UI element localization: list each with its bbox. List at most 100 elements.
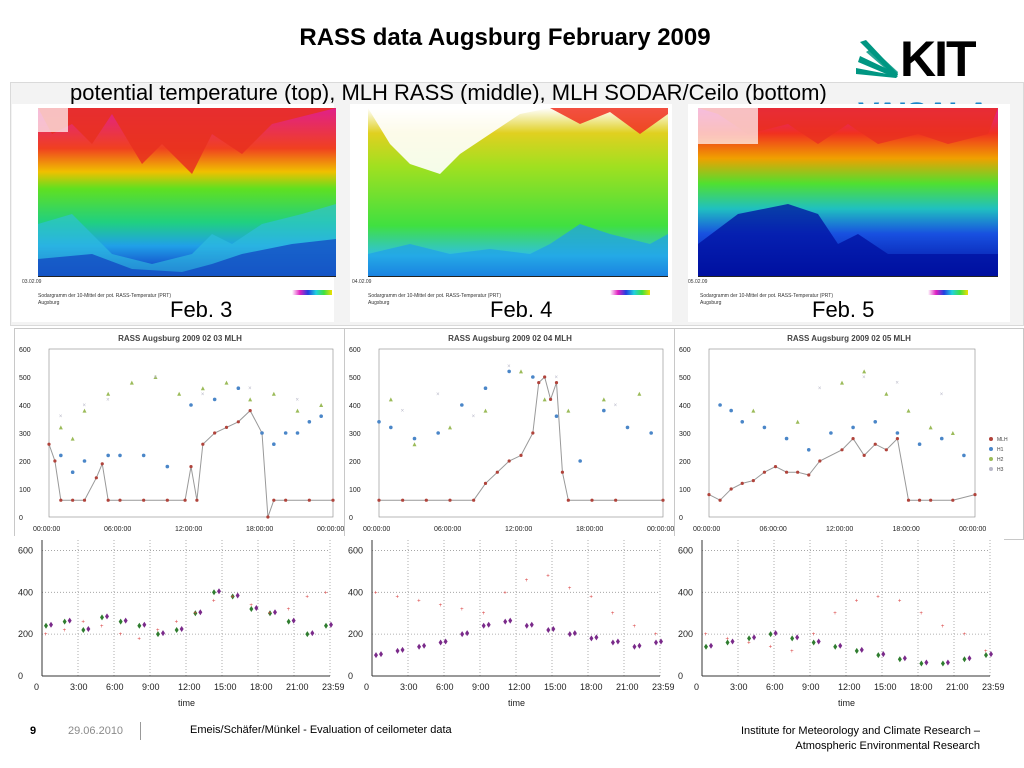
ceilo-point-red: + <box>137 636 141 642</box>
ceilo-point-b <box>198 609 203 616</box>
mlh-point-mlh <box>213 431 217 435</box>
footer-institute-line1: Institute for Meteorology and Climate Re… <box>740 725 980 737</box>
mlh-point-h2 <box>153 375 158 379</box>
ceilo-ytick-label: 600 <box>18 545 33 555</box>
ceilo-point-red: + <box>941 624 945 630</box>
mlh-point-h2 <box>295 408 300 413</box>
ceilo-point-a <box>286 618 291 625</box>
mlh-point-mlh <box>773 465 778 469</box>
mlh-point-h2 <box>637 391 642 396</box>
mlh-point-h2 <box>177 391 182 396</box>
mlh-point-h2 <box>248 397 253 402</box>
ceilo-plot-feb4: 0 3:00 6:00 9:00 12:00 15:00 18:00 21:00 23:59 60… <box>348 540 675 708</box>
mlh-point-mlh <box>840 448 844 452</box>
mlh-point-mlh <box>973 493 977 497</box>
mlh-point-mlh <box>543 375 547 379</box>
ceilo-point-b <box>615 638 620 645</box>
ceilo-xtick-label: 12:00 <box>508 682 531 692</box>
mlh-point-h3: × <box>940 392 944 398</box>
mlh-point-h1 <box>507 369 511 374</box>
ceilo-point-b <box>989 651 993 658</box>
mlh-point-h1 <box>212 397 217 402</box>
mlh-point-h2 <box>224 380 229 385</box>
ceilo-point-a <box>546 626 551 633</box>
mlh-legend-label: MLH <box>997 437 1008 443</box>
mlh-point-h1 <box>319 414 323 418</box>
ceilo-point-a <box>790 635 795 642</box>
ceilo-point-b <box>551 625 556 632</box>
ceilo-point-b <box>967 655 972 662</box>
mlh-point-h2 <box>862 369 867 374</box>
mlh-point-h3: × <box>818 386 822 392</box>
mlh-point-mlh <box>762 470 767 474</box>
mlh-point-h1 <box>283 431 288 435</box>
heatmap-feb4 <box>350 104 672 322</box>
mlh-point-h1 <box>531 375 535 379</box>
ceilo-plot-feb3: 0 3:00 6:00 9:00 12:00 15:00 18:00 21:00 23:59 60… <box>18 540 345 708</box>
mlh-point-h1 <box>649 431 653 435</box>
ceilo-point-a <box>305 631 310 638</box>
ceilo-point-a <box>118 618 123 625</box>
mlh-point-h2 <box>200 386 205 391</box>
mlh-ytick-label: 0 <box>19 515 23 522</box>
mlh-point-h1 <box>917 442 922 446</box>
ceilo-point-red: + <box>726 636 730 642</box>
ceilo-point-red: + <box>287 607 291 613</box>
mlh-point-h3: × <box>555 375 559 381</box>
mlh-point-h3: × <box>106 397 110 403</box>
mlh-ytick-label: 100 <box>19 487 31 494</box>
mlh-point-h2 <box>70 436 75 441</box>
mlh-point-mlh <box>661 498 665 502</box>
heatmap-station-feb5: Augsburg <box>700 300 722 306</box>
mlh-ytick-label: 400 <box>349 403 361 410</box>
ceilo-point-b <box>235 592 240 599</box>
ceilo-point-a <box>374 652 378 659</box>
ceilo-point-a <box>249 606 254 613</box>
mlh-point-h2 <box>129 380 134 385</box>
ceilo-point-a <box>395 647 400 654</box>
mlh-point-h1 <box>59 453 63 458</box>
ceilo-ytick-label: 600 <box>348 545 363 555</box>
mlh-plot-area <box>378 348 664 518</box>
ceilo-point-a <box>897 656 902 663</box>
mlh-point-mlh <box>531 431 535 435</box>
ceilo-point-red: + <box>81 620 85 626</box>
mlh-point-mlh <box>472 498 476 502</box>
ceilo-point-b <box>508 617 513 624</box>
ceilo-point-a <box>632 643 637 650</box>
ceilo-xtick-label: 15:00 <box>874 682 897 692</box>
mlh-point-h3: × <box>83 403 87 409</box>
mlh-xtick-label: 00:00:00 <box>317 526 344 533</box>
ceilo-point-a <box>417 643 422 650</box>
footer-institute-line2: Atmospheric Environmental Research <box>795 740 980 752</box>
ceilo-ytick-label: 0 <box>348 671 353 681</box>
heatmap-station-feb3: Augsburg <box>38 300 60 306</box>
mlh-xtick-label: 00:00:00 <box>693 526 720 533</box>
mlh-line <box>708 437 976 501</box>
mlh-point-h2 <box>519 369 523 374</box>
mlh-point-mlh <box>796 470 800 474</box>
ceilo-point-a <box>62 618 67 625</box>
ceilo-point-a <box>481 622 486 629</box>
mlh-point-mlh <box>118 498 122 502</box>
mlh-point-mlh <box>818 459 822 463</box>
mlh-xtick-label: 06:00:00 <box>104 526 131 533</box>
ceilo-point-a <box>503 618 508 625</box>
mlh-legend-label: H2 <box>997 457 1004 463</box>
ceilo-point-a <box>589 635 594 642</box>
ceilo-point-b <box>709 642 713 649</box>
ceilo-xtick-label: 3:00 <box>730 682 748 692</box>
mlh-point-mlh <box>590 498 594 502</box>
ceilo-point-red: + <box>268 611 272 617</box>
mlh-ytick-label: 500 <box>679 375 691 382</box>
mlh-ytick-label: 0 <box>349 515 353 522</box>
mlh-legend-marker <box>989 467 993 471</box>
mlh-point-h2 <box>388 397 393 402</box>
ceilo-point-b <box>637 642 642 649</box>
mlh-point-h2 <box>319 403 324 407</box>
heatmap-feb5 <box>688 104 1010 322</box>
ceilo-point-b <box>881 651 886 658</box>
ceilo-chart-feb4: 0 3:00 6:00 9:00 12:00 15:00 18:00 21:00 23:59 60… <box>344 536 675 716</box>
ceilo-point-a <box>137 622 142 629</box>
mlh-point-h3: × <box>472 414 476 420</box>
